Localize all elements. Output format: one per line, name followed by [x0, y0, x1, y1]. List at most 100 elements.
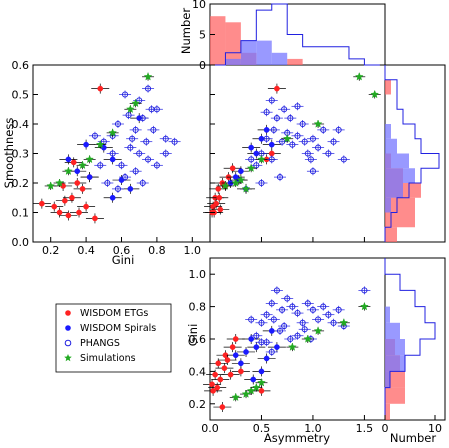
wisdom-spirals-bar	[385, 153, 409, 169]
wisdom-spirals-bar	[240, 40, 257, 65]
wisdom-etgs-point	[238, 368, 244, 375]
wisdom-spirals-bar	[385, 306, 390, 323]
wisdom-spirals-bar	[271, 52, 288, 65]
phangs-point	[294, 132, 301, 139]
wisdom-etgs-point	[62, 197, 68, 204]
phangs-point	[148, 106, 155, 113]
phangs-point	[258, 339, 265, 346]
wisdom-etgs-bar	[385, 403, 390, 420]
wisdom-etgs-point	[51, 203, 58, 210]
legend-frame	[55, 303, 172, 373]
phangs-point	[289, 141, 296, 148]
phangs-point	[109, 150, 116, 157]
wisdom-etgs-point	[219, 404, 226, 410]
phangs-legend-label: PHANGS	[80, 338, 120, 349]
x-tick-label: 0	[382, 422, 389, 435]
simulations-point	[46, 181, 55, 190]
x-tick-label: 0.0	[201, 422, 219, 435]
phangs-point	[263, 109, 270, 116]
wisdom-etgs-point	[217, 206, 224, 213]
wisdom-etgs-point	[229, 165, 236, 172]
phangs-point	[114, 185, 122, 192]
phangs-point	[253, 332, 260, 339]
wisdom-etgs-point	[76, 209, 82, 216]
simulations-point	[78, 160, 87, 169]
simulations-point	[313, 326, 323, 335]
wisdom-spirals-point	[109, 194, 116, 201]
phangs-point	[139, 115, 146, 122]
wisdom-etgs-bar	[385, 79, 391, 95]
wisdom-etgs-bar	[225, 22, 241, 65]
simulations-point	[252, 383, 261, 392]
wisdom-spirals-bar	[256, 40, 272, 65]
wisdom-etgs-point	[215, 360, 222, 367]
y-tick-label: 0.0	[12, 236, 30, 249]
simulations-point	[64, 166, 73, 175]
simulations-point	[339, 318, 349, 327]
phangs-point	[299, 319, 306, 326]
wisdom-etgs-bar	[385, 387, 405, 404]
simulations-point	[126, 104, 135, 113]
wisdom-spirals-point	[248, 336, 255, 342]
y-tick-label: 0.8	[189, 301, 207, 314]
phangs-point	[309, 135, 316, 142]
phangs-point	[268, 97, 275, 104]
wisdom-etgs-point	[229, 344, 236, 350]
asymmetry-axis-label: Asymmetry	[264, 431, 330, 445]
wisdom-etgs-point	[232, 336, 239, 342]
phangs-point	[294, 310, 301, 317]
phangs-point	[258, 319, 265, 326]
wisdom-spirals-bar	[385, 197, 391, 213]
wisdom-etgs-point	[69, 194, 75, 201]
simulations-point	[143, 72, 153, 81]
phangs-point	[287, 115, 294, 122]
wisdom-etgs-point	[216, 194, 223, 201]
wisdom-etgs-point	[215, 186, 222, 192]
wisdom-spirals-bar	[385, 183, 403, 198]
phangs-point	[276, 174, 284, 181]
legend: WISDOM ETGs WISDOM Spirals PHANGS Simulatio…	[55, 303, 172, 373]
phangs-point	[299, 120, 306, 128]
phangs-point	[276, 327, 284, 334]
panel-smoothness-asymmetry	[209, 64, 386, 243]
wisdom-spirals-point	[109, 156, 116, 163]
wisdom-spirals-point	[74, 168, 81, 175]
phangs-point	[144, 85, 152, 92]
wisdom-spirals-point	[274, 344, 280, 350]
y-tick-label: 0	[199, 59, 206, 72]
gini-x-axis-label: Gini	[112, 253, 135, 267]
phangs-point	[139, 179, 146, 187]
wisdom-spirals-point	[258, 368, 265, 375]
phangs-point	[325, 311, 332, 318]
wisdom-etgs-point	[97, 85, 104, 92]
phangs-point	[294, 103, 301, 110]
wisdom-spirals-point	[83, 141, 89, 148]
spiral-legend-icon	[65, 325, 71, 331]
simulations-point	[231, 392, 241, 401]
wisdom-etgs-point	[83, 203, 89, 210]
phangs-point	[258, 179, 265, 187]
phangs-point	[125, 112, 132, 119]
wisdom-spirals-point	[253, 344, 260, 350]
simulations-point	[257, 154, 266, 164]
y-tick-label: 0.4	[12, 118, 30, 131]
phangs-point	[91, 132, 98, 139]
x-tick-label: 1.0	[304, 422, 322, 435]
phangs-point	[248, 316, 255, 323]
etg-legend-icon	[65, 310, 71, 316]
wisdom-spirals-point	[232, 352, 239, 359]
simulations-point	[241, 184, 251, 193]
y-tick-label: 5	[199, 29, 206, 42]
wisdom-spirals-bar	[385, 168, 415, 183]
wisdom-etgs-point	[227, 371, 234, 378]
simulations-point	[236, 175, 246, 184]
phangs-point	[127, 144, 134, 151]
phangs-point	[281, 322, 288, 330]
simulations-point	[131, 98, 140, 108]
sim-legend-icon	[64, 354, 72, 362]
wisdom-spirals-point	[127, 186, 134, 192]
phangs-point	[325, 150, 332, 157]
wisdom-etgs-point	[39, 200, 45, 207]
wisdom-spirals-point	[250, 376, 257, 383]
phangs-point	[304, 300, 311, 307]
